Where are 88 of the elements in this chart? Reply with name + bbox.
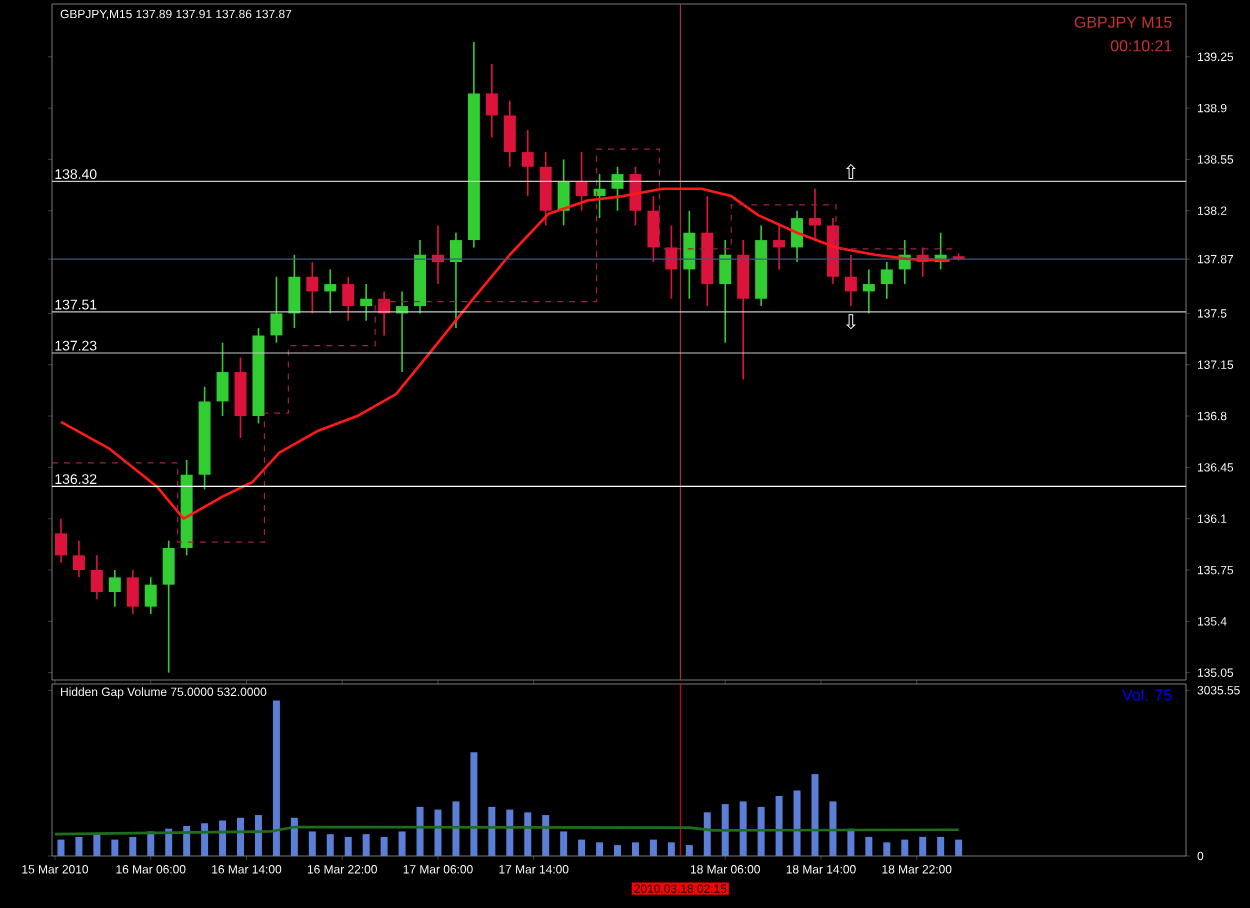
bar <box>560 831 568 856</box>
candlestick <box>647 195 660 263</box>
candlestick <box>90 554 103 601</box>
bar <box>703 812 711 856</box>
candlestick <box>108 569 121 608</box>
bar <box>219 820 227 856</box>
bar <box>272 700 280 856</box>
bar <box>578 839 586 856</box>
bar <box>721 804 729 856</box>
candlestick <box>737 239 750 381</box>
annotation: ⇩ <box>845 314 856 330</box>
bar <box>506 809 514 856</box>
bar <box>614 845 622 856</box>
bar <box>129 836 137 856</box>
bar <box>955 839 963 856</box>
bar <box>901 839 909 856</box>
candlestick <box>575 151 588 212</box>
bar <box>380 836 388 856</box>
candlestick <box>288 253 301 329</box>
candlestick <box>809 187 821 241</box>
bar <box>147 831 155 856</box>
bar <box>937 836 945 856</box>
candlestick <box>593 173 606 219</box>
bar <box>398 831 406 856</box>
bar <box>111 839 119 856</box>
candlestick <box>234 356 247 439</box>
bar <box>93 834 101 856</box>
bar <box>344 836 352 856</box>
bar <box>434 809 442 856</box>
bar <box>847 828 855 856</box>
bar <box>739 801 747 856</box>
candlestick <box>485 63 498 139</box>
bar <box>488 806 496 856</box>
bar <box>667 842 675 856</box>
candlestick <box>360 283 373 322</box>
bar <box>883 842 891 856</box>
candlestick <box>54 517 67 564</box>
bar <box>308 831 316 856</box>
candlestick <box>126 569 139 615</box>
bar <box>685 845 693 856</box>
candlestick <box>557 158 570 227</box>
bar <box>757 806 765 856</box>
bar <box>452 801 460 856</box>
bar <box>254 815 262 856</box>
candlestick <box>324 268 337 315</box>
candlestick <box>862 268 875 315</box>
bar <box>542 815 550 856</box>
bar <box>362 834 370 856</box>
candlestick <box>270 275 283 344</box>
bar <box>865 836 873 856</box>
bar <box>183 825 191 856</box>
candlestick <box>306 261 319 315</box>
bar <box>75 836 83 856</box>
bar <box>919 836 927 856</box>
candlestick <box>683 209 696 300</box>
annotation: ⇧ <box>845 164 856 180</box>
candlestick <box>880 261 893 300</box>
candlestick <box>449 231 462 329</box>
bar <box>649 839 657 856</box>
candlestick <box>611 165 624 212</box>
bar <box>793 790 801 856</box>
bar <box>290 817 298 856</box>
candlestick <box>844 253 857 307</box>
bar <box>811 774 819 856</box>
candlestick <box>216 341 229 417</box>
candlestick <box>144 576 157 615</box>
line-series <box>59 187 951 520</box>
bar <box>416 806 424 856</box>
candlestick <box>629 165 642 227</box>
bar <box>237 817 245 856</box>
candlestick <box>539 151 552 227</box>
bar <box>524 812 532 856</box>
bar <box>775 795 783 856</box>
bar <box>631 842 639 856</box>
candlestick <box>719 239 732 344</box>
candlestick <box>342 275 355 322</box>
candlestick <box>521 129 534 197</box>
bar <box>326 834 334 856</box>
bar <box>470 752 478 856</box>
bar <box>57 839 65 856</box>
candlestick <box>162 539 175 674</box>
candlestick <box>791 209 804 263</box>
bar <box>829 801 837 856</box>
candlestick <box>72 539 85 579</box>
bar <box>596 842 604 856</box>
bar <box>201 823 209 856</box>
candlestick <box>773 224 786 271</box>
candlestick <box>503 99 516 168</box>
